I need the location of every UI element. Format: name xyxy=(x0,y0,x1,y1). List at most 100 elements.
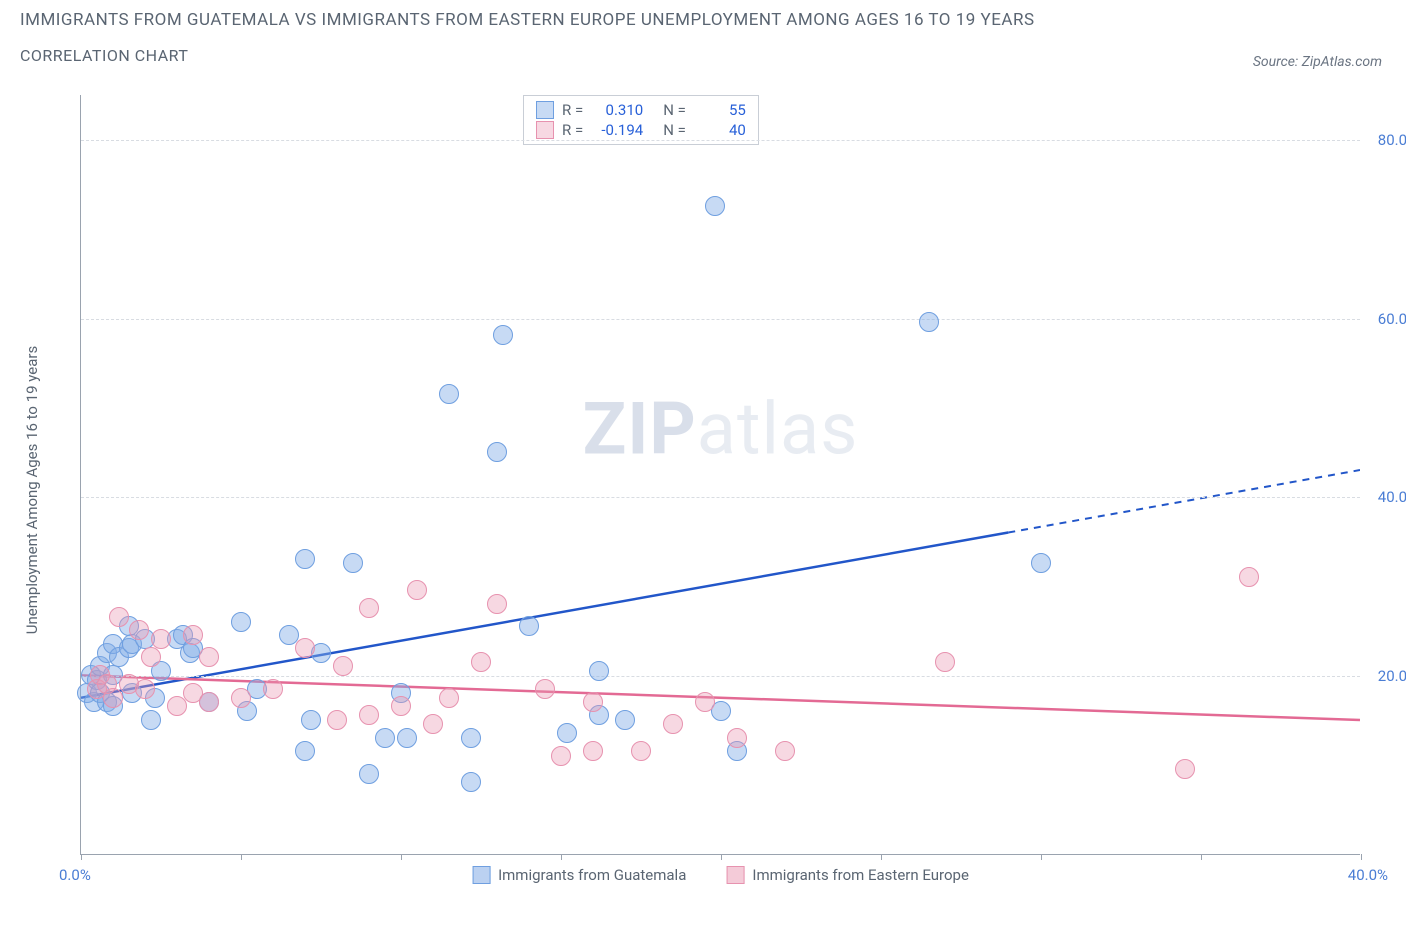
stats-legend: R = 0.310 N = 55 R = -0.194 N = 40 xyxy=(523,95,759,145)
chart-subtitle: CORRELATION CHART xyxy=(20,46,1386,65)
scatter-point-guatemala xyxy=(615,710,635,730)
scatter-point-eastern_europe xyxy=(551,746,571,766)
scatter-point-guatemala xyxy=(705,196,725,216)
legend-swatch xyxy=(472,866,490,884)
r-value: -0.194 xyxy=(591,121,643,139)
n-value: 40 xyxy=(694,121,746,139)
x-tick-label: 0.0% xyxy=(59,866,91,884)
scatter-point-guatemala xyxy=(397,728,417,748)
legend-item: Immigrants from Guatemala xyxy=(472,866,686,884)
r-value: 0.310 xyxy=(591,101,643,119)
x-tick-label: 40.0% xyxy=(1348,866,1388,884)
scatter-point-eastern_europe xyxy=(199,692,219,712)
x-tick-mark xyxy=(81,854,82,860)
scatter-point-eastern_europe xyxy=(775,741,795,761)
scatter-point-eastern_europe xyxy=(263,679,283,699)
scatter-point-eastern_europe xyxy=(295,638,315,658)
legend-swatch xyxy=(536,121,554,139)
scatter-point-eastern_europe xyxy=(583,692,603,712)
watermark-bold: ZIP xyxy=(583,386,697,471)
scatter-point-eastern_europe xyxy=(631,741,651,761)
y-tick-label: 40.0% xyxy=(1378,488,1406,506)
scatter-point-guatemala xyxy=(231,612,251,632)
scatter-point-eastern_europe xyxy=(407,580,427,600)
legend-swatch xyxy=(536,101,554,119)
scatter-point-guatemala xyxy=(589,661,609,681)
scatter-point-eastern_europe xyxy=(663,714,683,734)
scatter-point-guatemala xyxy=(295,741,315,761)
y-tick-label: 80.0% xyxy=(1378,131,1406,149)
legend-item: Immigrants from Eastern Europe xyxy=(726,866,969,884)
scatter-point-eastern_europe xyxy=(103,688,123,708)
scatter-point-eastern_europe xyxy=(423,714,443,734)
scatter-point-guatemala xyxy=(519,616,539,636)
scatter-point-eastern_europe xyxy=(359,598,379,618)
n-label: N = xyxy=(651,121,686,139)
scatter-point-guatemala xyxy=(461,772,481,792)
scatter-point-guatemala xyxy=(919,312,939,332)
y-tick-label: 60.0% xyxy=(1378,310,1406,328)
chart-title: IMMIGRANTS FROM GUATEMALA VS IMMIGRANTS … xyxy=(20,8,1386,34)
gridline xyxy=(81,140,1360,141)
x-tick-mark xyxy=(241,854,242,860)
gridline xyxy=(81,676,1360,677)
x-tick-mark xyxy=(1361,854,1362,860)
legend-swatch xyxy=(726,866,744,884)
scatter-point-guatemala xyxy=(493,325,513,345)
watermark: ZIPatlas xyxy=(583,386,859,471)
scatter-point-guatemala xyxy=(1031,553,1051,573)
r-label: R = xyxy=(562,101,583,119)
stats-row-guatemala: R = 0.310 N = 55 xyxy=(536,100,746,120)
watermark-light: atlas xyxy=(697,386,859,471)
scatter-point-eastern_europe xyxy=(391,696,411,716)
scatter-point-eastern_europe xyxy=(109,607,129,627)
scatter-point-eastern_europe xyxy=(359,705,379,725)
scatter-point-eastern_europe xyxy=(199,647,219,667)
scatter-point-eastern_europe xyxy=(129,620,149,640)
plot-area: ZIPatlas R =0.310N =55R =-0.194N =40 Imm… xyxy=(80,95,1360,855)
scatter-point-guatemala xyxy=(343,553,363,573)
scatter-point-guatemala xyxy=(295,549,315,569)
gridline xyxy=(81,497,1360,498)
scatter-point-eastern_europe xyxy=(935,652,955,672)
legend-label: Immigrants from Eastern Europe xyxy=(752,866,969,884)
scatter-point-eastern_europe xyxy=(327,710,347,730)
scatter-point-eastern_europe xyxy=(167,696,187,716)
gridline xyxy=(81,319,1360,320)
scatter-point-guatemala xyxy=(375,728,395,748)
scatter-point-eastern_europe xyxy=(535,679,555,699)
scatter-point-eastern_europe xyxy=(695,692,715,712)
x-tick-mark xyxy=(1041,854,1042,860)
scatter-point-guatemala xyxy=(461,728,481,748)
scatter-point-eastern_europe xyxy=(1239,567,1259,587)
legend-label: Immigrants from Guatemala xyxy=(498,866,686,884)
y-tick-label: 20.0% xyxy=(1378,667,1406,685)
scatter-point-guatemala xyxy=(141,710,161,730)
scatter-point-eastern_europe xyxy=(151,629,171,649)
source-attribution: Source: ZipAtlas.com xyxy=(1253,54,1382,70)
scatter-point-guatemala xyxy=(557,723,577,743)
scatter-point-guatemala xyxy=(487,442,507,462)
scatter-point-eastern_europe xyxy=(333,656,353,676)
scatter-point-eastern_europe xyxy=(487,594,507,614)
x-tick-mark xyxy=(561,854,562,860)
scatter-point-eastern_europe xyxy=(231,688,251,708)
scatter-point-eastern_europe xyxy=(183,625,203,645)
n-label: N = xyxy=(651,101,686,119)
scatter-point-eastern_europe xyxy=(141,647,161,667)
scatter-point-eastern_europe xyxy=(439,688,459,708)
series-legend: Immigrants from Guatemala Immigrants from… xyxy=(472,866,969,884)
scatter-point-eastern_europe xyxy=(135,679,155,699)
scatter-point-eastern_europe xyxy=(1175,759,1195,779)
chart-container: Unemployment Among Ages 16 to 19 years Z… xyxy=(60,95,1380,885)
scatter-point-eastern_europe xyxy=(727,728,747,748)
x-tick-mark xyxy=(721,854,722,860)
scatter-point-guatemala xyxy=(439,384,459,404)
x-tick-mark xyxy=(881,854,882,860)
scatter-point-eastern_europe xyxy=(471,652,491,672)
x-tick-mark xyxy=(1201,854,1202,860)
n-value: 55 xyxy=(694,101,746,119)
y-axis-label: Unemployment Among Ages 16 to 19 years xyxy=(23,346,41,634)
x-tick-mark xyxy=(401,854,402,860)
r-label: R = xyxy=(562,121,583,139)
